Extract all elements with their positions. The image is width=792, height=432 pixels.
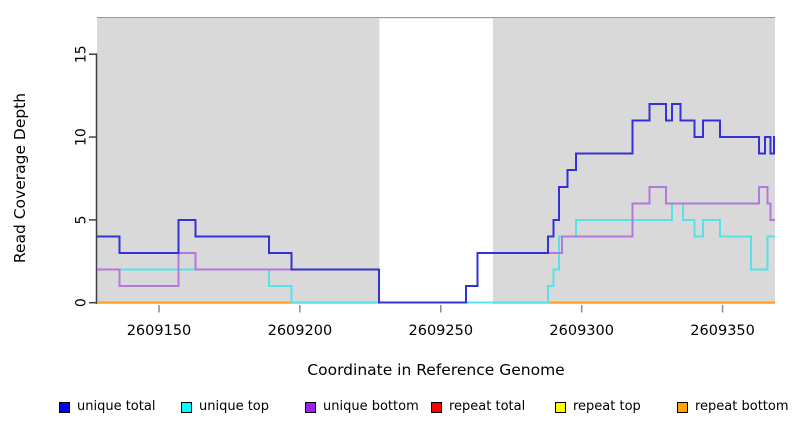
legend-label: repeat top [573,399,641,414]
legend-item-repeat-top: repeat top [555,398,641,416]
legend-swatch-icon [59,401,70,413]
masked-region [379,18,493,304]
series-line-unique-total [97,102,776,304]
legend-label: repeat bottom [695,399,789,414]
legend-label: unique total [77,399,156,414]
x-tick-label: 2609150 [127,323,192,339]
x-axis-title: Coordinate in Reference Genome [307,361,564,379]
x-tick-label: 2609250 [409,323,474,339]
legend-item-unique-top: unique top [181,398,269,416]
x-tick-label: 2609200 [268,323,333,339]
x-tick-label: 2609350 [690,323,755,339]
legend-item-repeat-bottom: repeat bottom [677,398,789,416]
chart-legend: unique total unique top unique bottom repea… [0,398,792,418]
legend-label: repeat total [449,399,526,414]
legend-item-repeat-total: repeat total [431,398,525,416]
legend-item-unique-total: unique total [59,398,155,416]
series-line-unique-bottom [97,185,775,304]
legend-swatch-icon [181,401,192,413]
y-tick-label: 0 [74,298,90,307]
legend-label: unique top [199,399,270,414]
legend-item-unique-bottom: unique bottom [305,398,419,416]
coverage-chart: 0 5 10 15 2609150 2609200 2609250 2609300 260935… [11,17,776,379]
legend-swatch-icon [305,401,316,413]
y-tick-label: 5 [74,215,90,224]
y-axis-title: Read Coverage Depth [11,93,29,263]
legend-swatch-icon [677,401,688,413]
legend-label: unique bottom [323,399,419,414]
legend-swatch-icon [555,401,566,413]
coverage-plot-svg: 0 5 10 15 2609150 2609200 2609250 2609300 260935… [11,17,776,379]
y-tick-label: 15 [74,45,90,63]
x-tick-label: 2609300 [549,323,614,339]
y-tick-label: 10 [74,128,90,146]
legend-swatch-icon [431,401,442,413]
